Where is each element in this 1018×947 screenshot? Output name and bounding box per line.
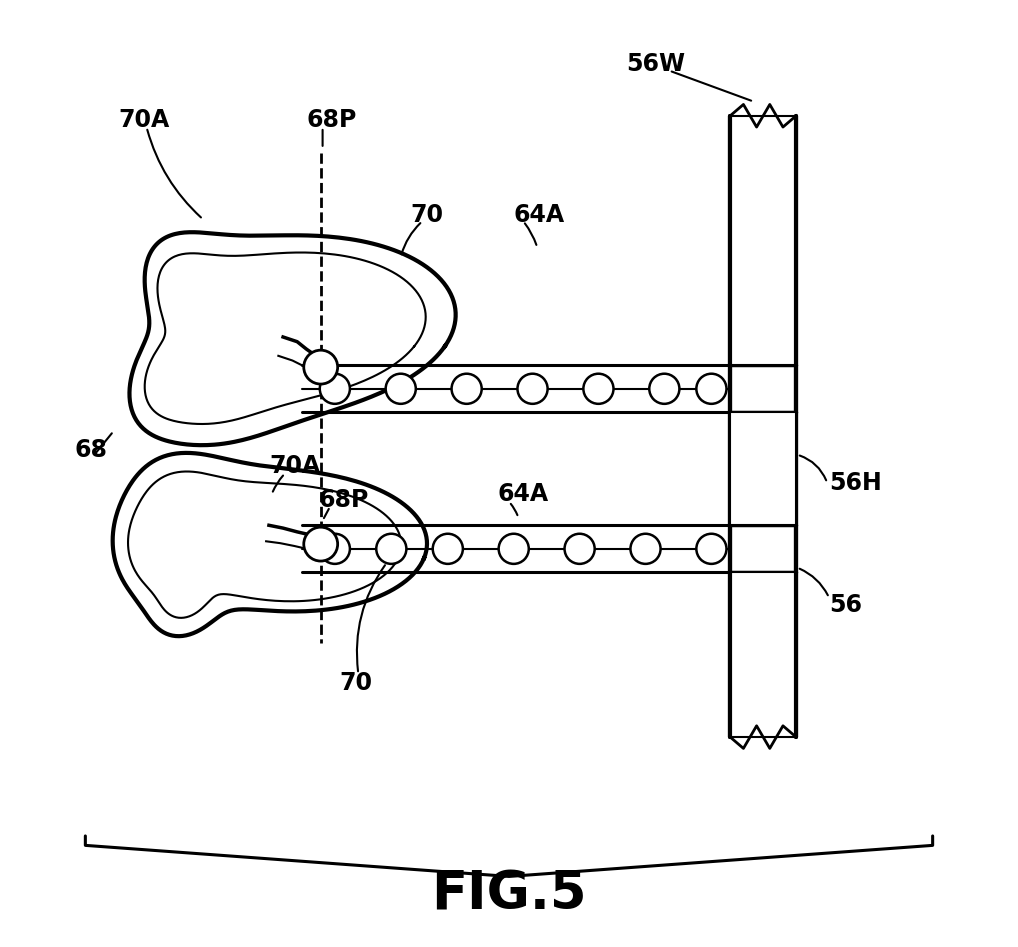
Text: 64A: 64A <box>498 482 549 507</box>
Text: 70A: 70A <box>269 454 321 478</box>
Circle shape <box>377 534 406 563</box>
Circle shape <box>649 374 679 403</box>
Text: 64A: 64A <box>514 203 565 226</box>
Text: FIG.5: FIG.5 <box>432 868 586 920</box>
Text: 70: 70 <box>340 670 373 694</box>
Circle shape <box>630 534 661 563</box>
Circle shape <box>452 374 482 403</box>
Circle shape <box>303 350 338 384</box>
Circle shape <box>320 374 350 403</box>
Circle shape <box>433 534 463 563</box>
Circle shape <box>583 374 614 403</box>
Text: 56W: 56W <box>627 52 686 76</box>
Circle shape <box>696 534 727 563</box>
Circle shape <box>320 534 350 563</box>
Circle shape <box>303 527 338 561</box>
Text: 56H: 56H <box>829 471 882 495</box>
Circle shape <box>499 534 528 563</box>
Circle shape <box>696 374 727 403</box>
Text: 68P: 68P <box>306 109 357 133</box>
Bar <box>730 572 796 737</box>
Circle shape <box>517 374 548 403</box>
Text: 68P: 68P <box>319 488 370 512</box>
Bar <box>730 116 796 366</box>
Bar <box>730 116 796 366</box>
Bar <box>730 412 796 526</box>
Text: 70: 70 <box>410 203 443 226</box>
Circle shape <box>565 534 595 563</box>
Text: 70A: 70A <box>118 109 170 133</box>
Bar <box>730 572 796 737</box>
Circle shape <box>386 374 415 403</box>
Text: 56: 56 <box>829 594 862 617</box>
Text: 68: 68 <box>74 438 107 462</box>
